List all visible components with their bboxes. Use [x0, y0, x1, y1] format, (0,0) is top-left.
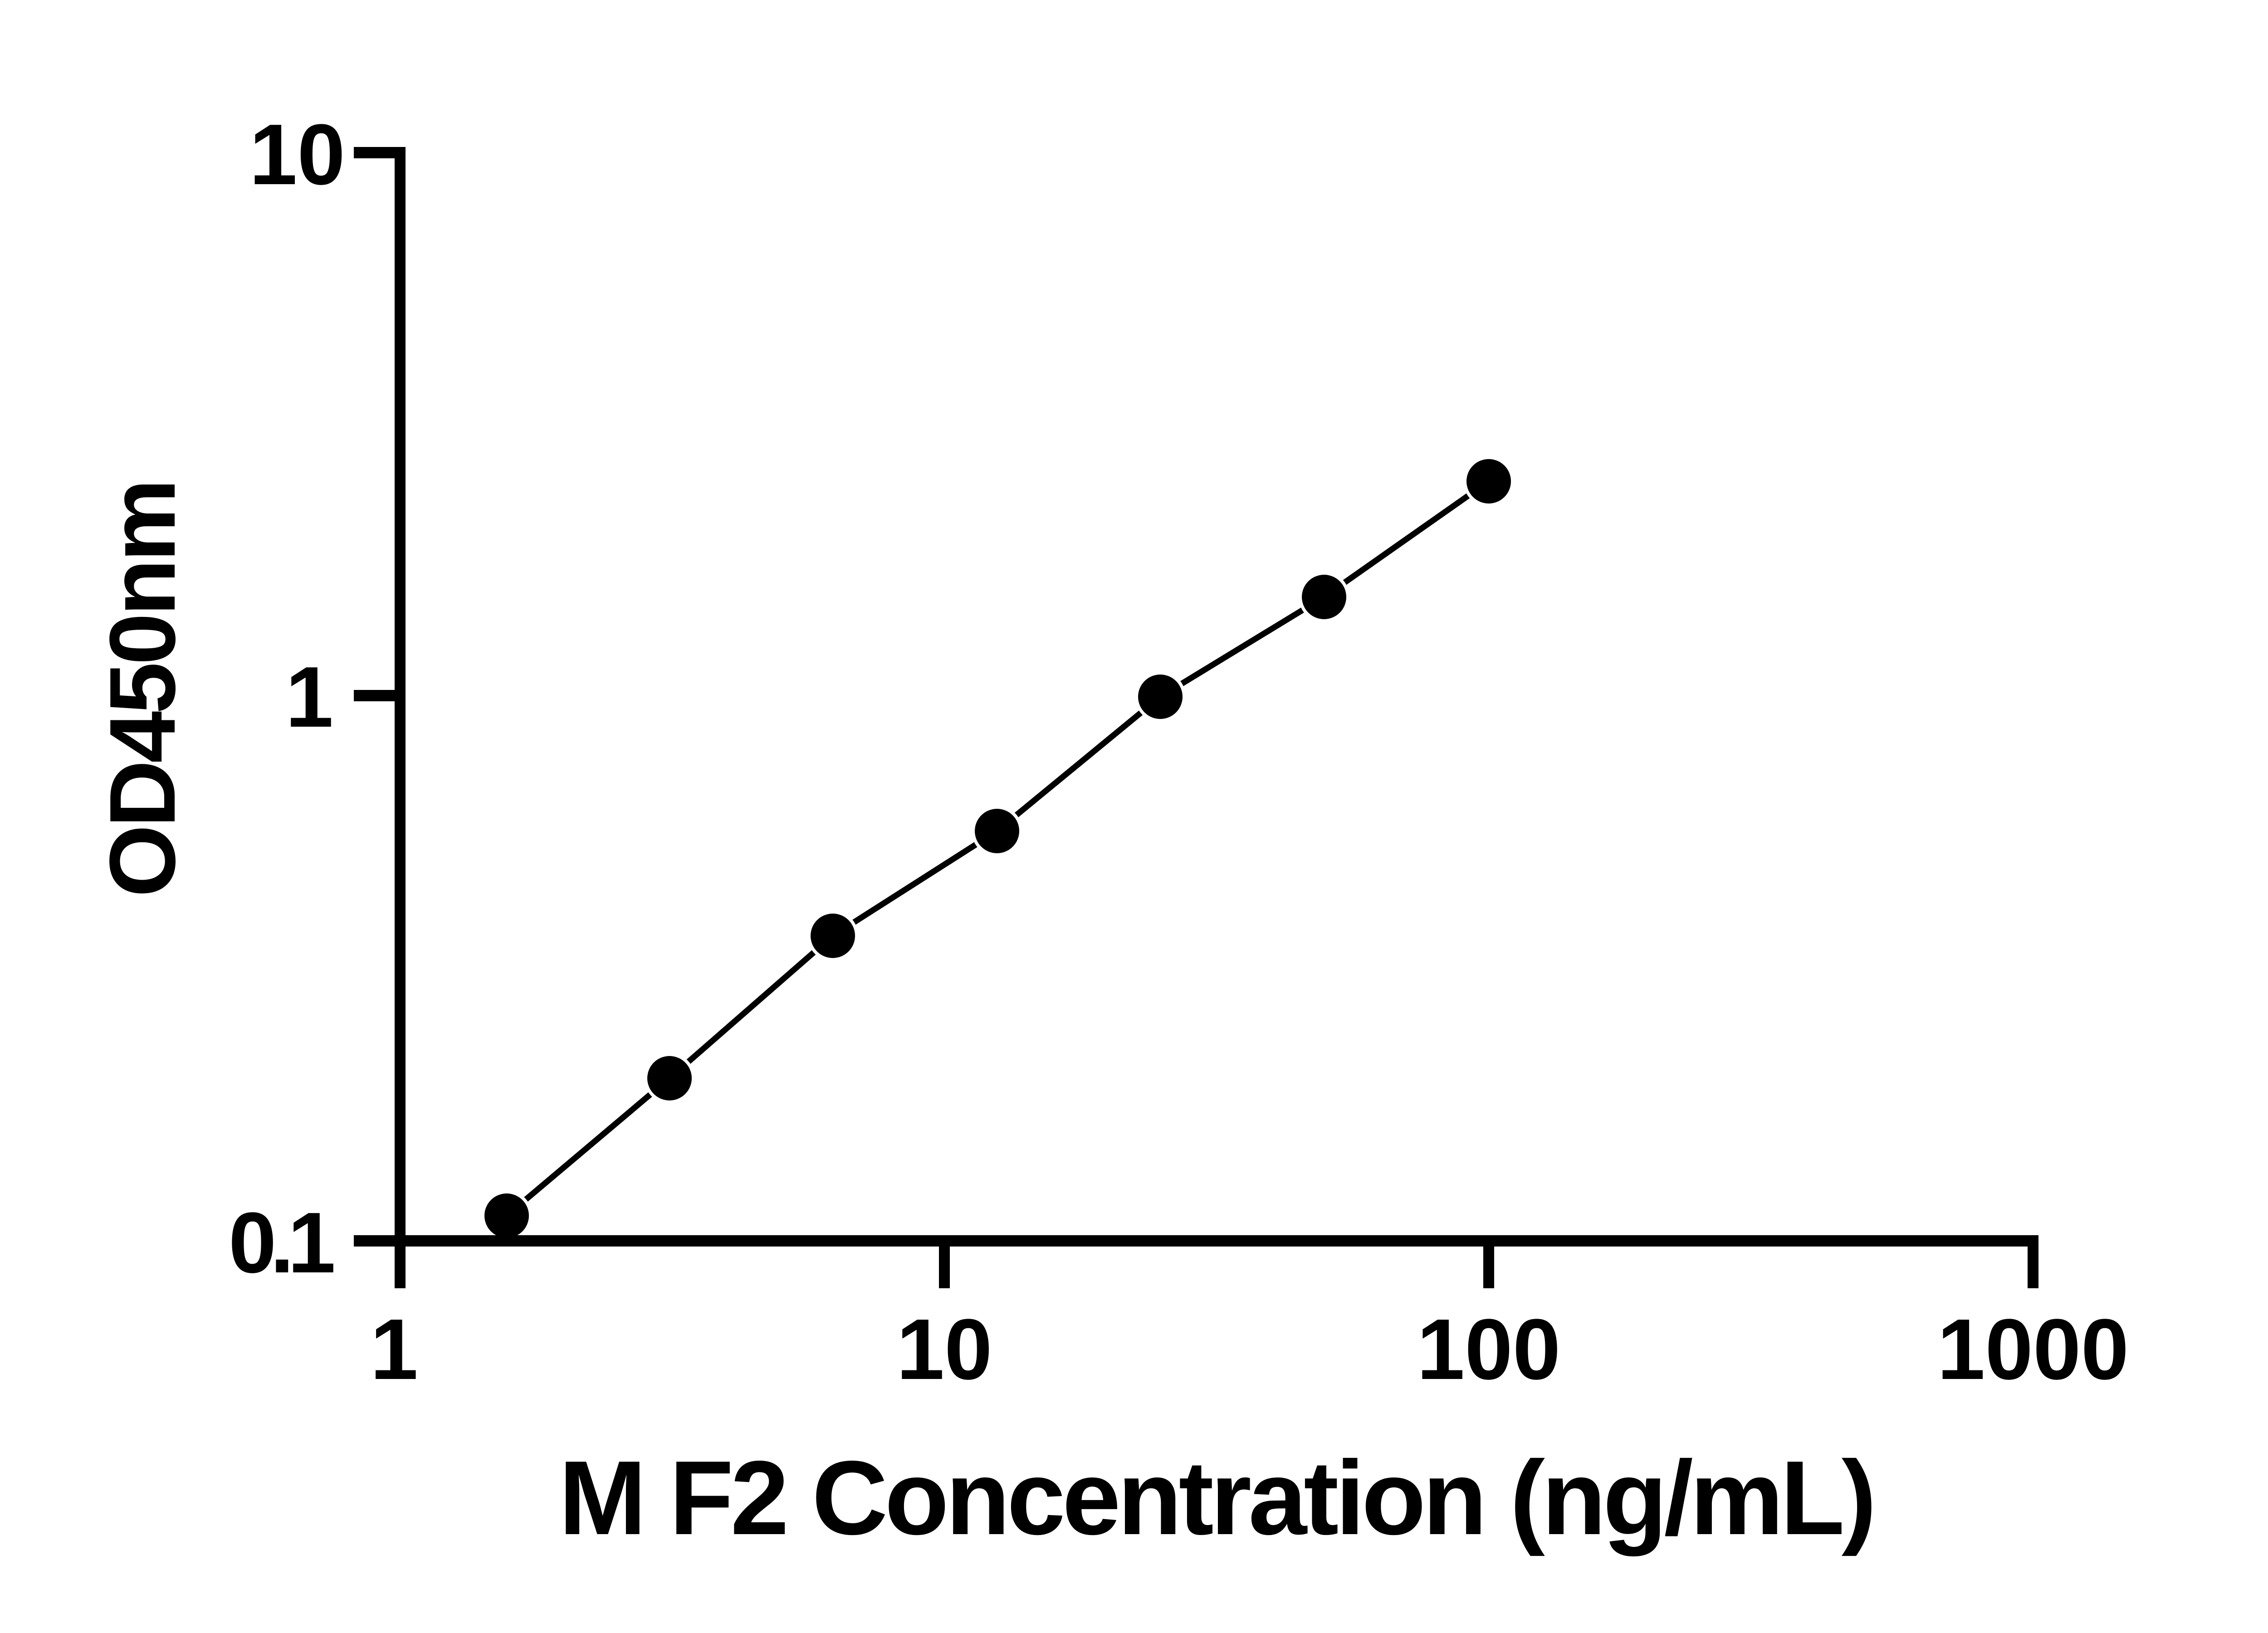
svg-text:1000: 1000: [1937, 1301, 2129, 1398]
svg-text:100: 100: [1417, 1301, 1560, 1398]
svg-text:OD450nm: OD450nm: [90, 482, 195, 897]
svg-text:10: 10: [896, 1301, 992, 1398]
svg-text:10: 10: [249, 107, 345, 203]
svg-text:M F2 Concentration (ng/mL): M F2 Concentration (ng/mL): [559, 1439, 1873, 1557]
svg-text:1: 1: [370, 1301, 418, 1398]
svg-text:1: 1: [285, 649, 333, 745]
svg-text:0.1: 0.1: [229, 1195, 333, 1291]
